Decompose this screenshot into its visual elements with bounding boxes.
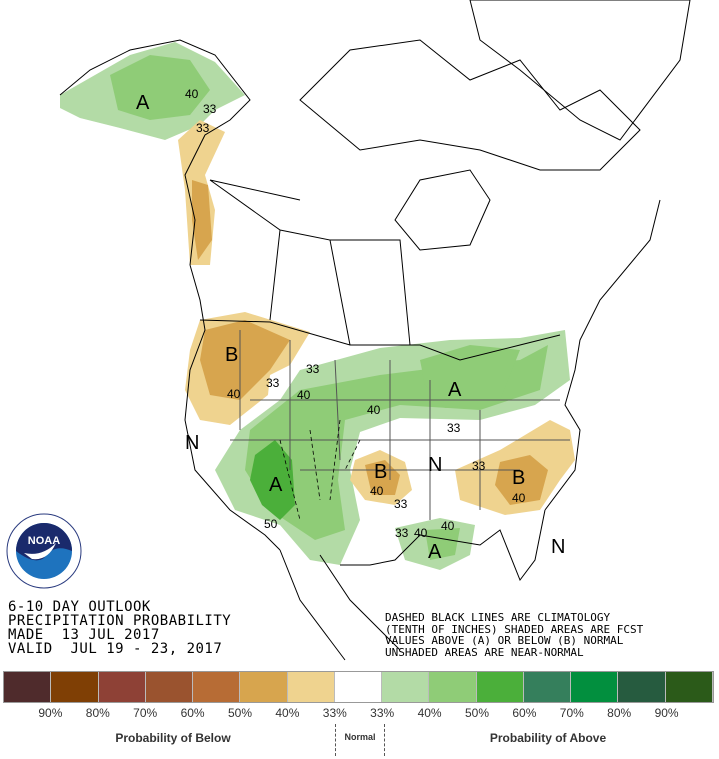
map-label-above: A [428,541,442,563]
map-label-contour: 33 [266,376,280,390]
map-label-contour: 33 [203,102,217,116]
legend-percent-label: 50% [464,706,490,720]
legend-percent-label: 90% [654,706,679,720]
legend-swatch [4,672,52,702]
noaa-logo: NOAA [4,513,84,589]
made-date: MADE 13 JUL 2017 [8,627,160,643]
normal-caption: Normal [335,724,385,756]
map-label-contour: 40 [367,403,381,417]
map-label-normal: N [551,536,566,558]
legend-percent-label: 80% [607,706,632,720]
outlook-subtitle: PRECIPITATION PROBABILITY [8,613,232,629]
map-label-contour: 33 [394,497,408,511]
map-label-above: A [448,379,462,401]
hudson-bay [394,169,491,251]
gulf-above-40-area [425,528,460,560]
map-label-contour: 40 [414,526,428,540]
legend-swatch [51,672,99,702]
map-label-below: B [374,461,388,483]
map-label-normal: N [185,432,200,454]
southeast-below-40-area [495,455,548,505]
west-coast [184,264,281,551]
outlook-title: 6-10 DAY OUTLOOK [8,599,151,615]
map-label-contour: 40 [512,491,526,505]
noaa-emblem-icon: NOAA [6,513,82,589]
legend-swatch [334,672,383,702]
legend-swatch [287,672,335,702]
greenland [469,0,691,141]
map-canvas [59,0,691,661]
legend-swatch [571,672,619,702]
legend-percent-label: 80% [85,706,110,720]
map-label-above: A [269,474,283,496]
map-label-contour: 33 [472,459,486,473]
map-label-contour: 40 [185,87,199,101]
map-label-above: A [136,92,150,114]
legend-swatch [429,672,477,702]
map-label-contour: 33 [306,362,320,376]
legend-swatch [476,672,524,702]
map-label-contour: 50 [264,517,278,531]
map-label-contour: 40 [441,519,455,533]
map-label-contour: 33 [196,121,210,135]
below-caption: Probability of Below [115,731,231,745]
map-label-below: B [512,467,526,489]
arctic-islands [299,39,641,171]
legend-percent-label: 40% [417,706,442,720]
valid-dates: VALID JUL 19 - 23, 2017 [8,641,223,657]
canada-province-lines [209,179,411,346]
northwest-below-40-area [200,320,290,400]
east-coast [544,199,661,511]
legend-swatch [382,672,430,702]
above-caption: Probability of Above [489,731,607,745]
southern-plains-below-40-area [365,460,400,495]
map-label-contour: 40 [227,387,241,401]
noaa-logo-text: NOAA [28,535,60,547]
note-line: VALUES ABOVE (A) OR BELOW (B) NORMAL [385,634,624,647]
legend-percent-label: 33% [322,706,347,720]
southwest-above-50-area [250,440,295,520]
alaska-above-40-area [110,55,210,120]
legend-swatch [523,672,572,702]
legend-percent-label: 50% [227,706,253,720]
boundaries [59,0,691,661]
great-lakes-above-40-area [420,345,520,408]
alaska-coast [59,39,251,266]
legend-percent-label: 33% [370,706,395,720]
note-line: UNSHADED AREAS ARE NEAR-NORMAL [385,645,584,659]
shaded-regions [60,42,575,570]
note-line: (TENTH OF INCHES) SHADED AREAS ARE FCST [385,622,644,636]
panhandle-below-40-area [192,180,212,260]
note-line: DASHED BLACK LINES ARE CLIMATOLOGY [385,611,611,624]
map-notes: DASHED BLACK LINES ARE CLIMATOLOGY (TENTH… [385,612,643,658]
legend-percent-label: 60% [180,706,205,720]
canada-us-border [199,319,561,361]
us-state-lines [230,330,570,520]
map-label-below: B [225,344,239,366]
legend-percent-label: 70% [559,706,584,720]
map-label-normal: N [428,454,443,476]
legend-percent-label: 60% [512,706,537,720]
outlook-header: 6-10 DAY OUTLOOK PRECIPITATION PROBABILIT… [8,600,231,656]
map-label-contour: 40 [370,484,384,498]
legend-percent-label: 90% [38,706,63,720]
legend-swatch [98,672,146,702]
legend-swatch [240,672,288,702]
climatology-lines [279,419,361,521]
legend-percent-label: 70% [133,706,158,720]
map-label-contour: 33 [447,421,461,435]
legend-swatch [145,672,194,702]
baja-coast [279,549,346,661]
probability-legend [3,671,714,703]
legend-percent-label: 40% [275,706,300,720]
legend-swatch [665,672,713,702]
map-label-contour: 40 [297,388,311,402]
legend-swatch [618,672,666,702]
gulf-coast [340,509,546,582]
legend-swatch [193,672,241,702]
map-label-contour: 33 [395,526,409,540]
mexico-coast [319,554,401,651]
